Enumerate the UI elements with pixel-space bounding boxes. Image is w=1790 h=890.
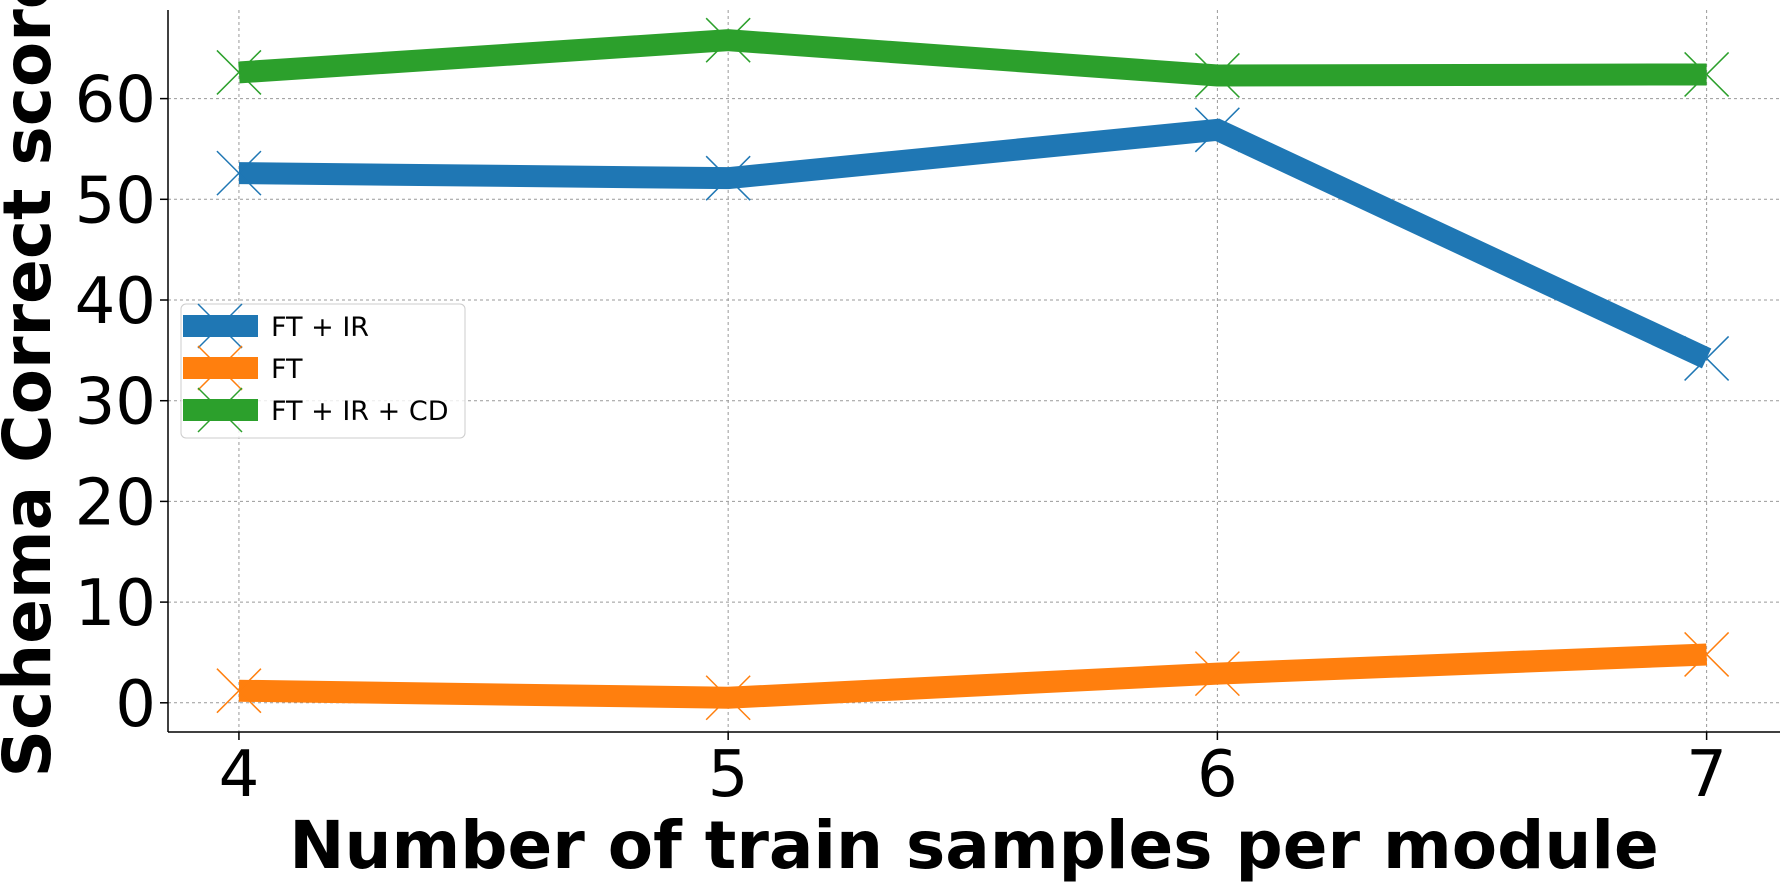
data-point-marker-legend bbox=[197, 303, 243, 349]
x-tick-label: 4 bbox=[219, 738, 260, 812]
y-tick-label: 60 bbox=[75, 64, 156, 138]
data-point-marker bbox=[216, 668, 262, 714]
data-point-marker bbox=[216, 49, 262, 95]
series-ft bbox=[216, 631, 1730, 721]
y-tick-labels: 0 10 20 30 40 50 60 bbox=[75, 64, 168, 742]
data-point-marker-legend bbox=[197, 345, 243, 391]
data-point-marker bbox=[705, 155, 751, 201]
data-point-marker bbox=[1194, 651, 1240, 697]
y-axis-title: Schema Correct score bbox=[0, 0, 66, 778]
x-tick-label: 5 bbox=[708, 738, 749, 812]
data-point-marker bbox=[1194, 107, 1240, 153]
series-ft-ir-cd bbox=[216, 17, 1730, 98]
data-point-marker bbox=[1194, 52, 1240, 98]
series-line bbox=[238, 29, 1707, 87]
axes bbox=[167, 10, 1780, 733]
series-line bbox=[238, 118, 1712, 369]
series-lines bbox=[216, 17, 1730, 721]
x-axis-title: Number of train samples per module bbox=[289, 807, 1659, 884]
data-point-marker-legend bbox=[197, 387, 243, 433]
y-tick-label: 40 bbox=[75, 265, 156, 339]
series-ft-ir bbox=[216, 107, 1730, 381]
legend-label: FT + IR bbox=[271, 312, 369, 343]
legend-label: FT bbox=[271, 354, 303, 385]
legend: FT + IR FT FT + IR + CD bbox=[180, 303, 466, 439]
y-tick-label: 10 bbox=[75, 567, 156, 641]
data-point-marker bbox=[705, 17, 751, 63]
data-point-marker bbox=[216, 150, 262, 196]
legend-label: FT + IR + CD bbox=[271, 396, 449, 427]
x-tick-label: 7 bbox=[1686, 738, 1727, 812]
data-point-marker bbox=[1684, 631, 1730, 677]
data-point-marker bbox=[705, 675, 751, 721]
y-tick-label: 30 bbox=[75, 366, 156, 440]
x-tick-label: 6 bbox=[1197, 738, 1238, 812]
series-line bbox=[238, 643, 1708, 709]
x-tick-labels: 4 5 6 7 bbox=[219, 732, 1727, 812]
data-point-marker bbox=[1684, 51, 1730, 97]
y-tick-label: 20 bbox=[75, 466, 156, 540]
y-tick-label: 0 bbox=[115, 668, 156, 742]
y-tick-label: 50 bbox=[75, 164, 156, 238]
data-point-marker bbox=[1684, 335, 1730, 381]
